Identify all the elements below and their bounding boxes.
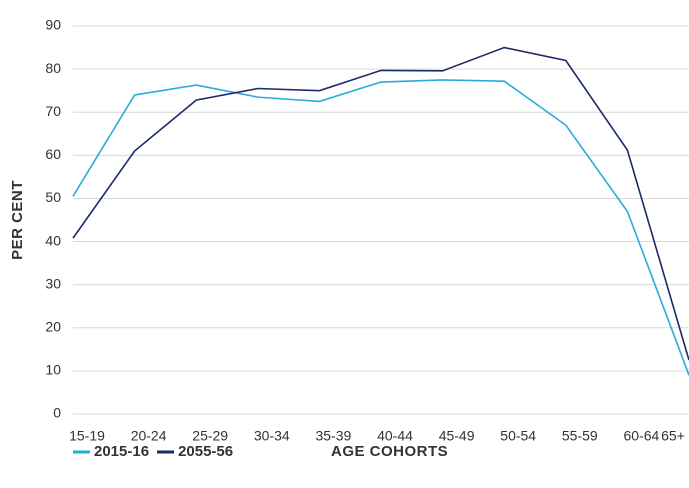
x-tick-label: 20-24 <box>131 428 167 444</box>
y-axis-label: PER CENT <box>9 180 26 260</box>
y-tick-label: 70 <box>45 103 61 119</box>
x-tick-label: 40-44 <box>377 428 413 444</box>
y-tick-label: 50 <box>45 189 61 205</box>
x-axis-label: AGE COHORTS <box>331 443 448 460</box>
y-tick-label: 40 <box>45 232 61 248</box>
x-tick-label: 25-29 <box>192 428 228 444</box>
x-tick-label: 65+ <box>661 428 685 444</box>
x-tick-label: 35-39 <box>315 428 351 444</box>
x-tick-label: 55-59 <box>562 428 598 444</box>
y-tick-label: 20 <box>45 318 61 334</box>
y-tick-label: 30 <box>45 275 61 291</box>
y-tick-label: 60 <box>45 146 61 162</box>
y-tick-label: 0 <box>53 405 61 421</box>
x-tick-label: 45-49 <box>439 428 475 444</box>
y-tick-label: 90 <box>45 17 61 33</box>
x-tick-label: 30-34 <box>254 428 290 444</box>
x-tick-label: 50-54 <box>500 428 536 444</box>
y-tick-label: 80 <box>45 60 61 76</box>
series-line <box>72 46 689 361</box>
x-tick-label: 15-19 <box>69 428 105 444</box>
y-tick-label: 10 <box>45 362 61 378</box>
series-line <box>72 79 689 376</box>
legend-label: 2015-16 <box>94 443 149 460</box>
legend-label: 2055-56 <box>178 443 233 460</box>
x-tick-label: 60-64 <box>623 428 659 444</box>
